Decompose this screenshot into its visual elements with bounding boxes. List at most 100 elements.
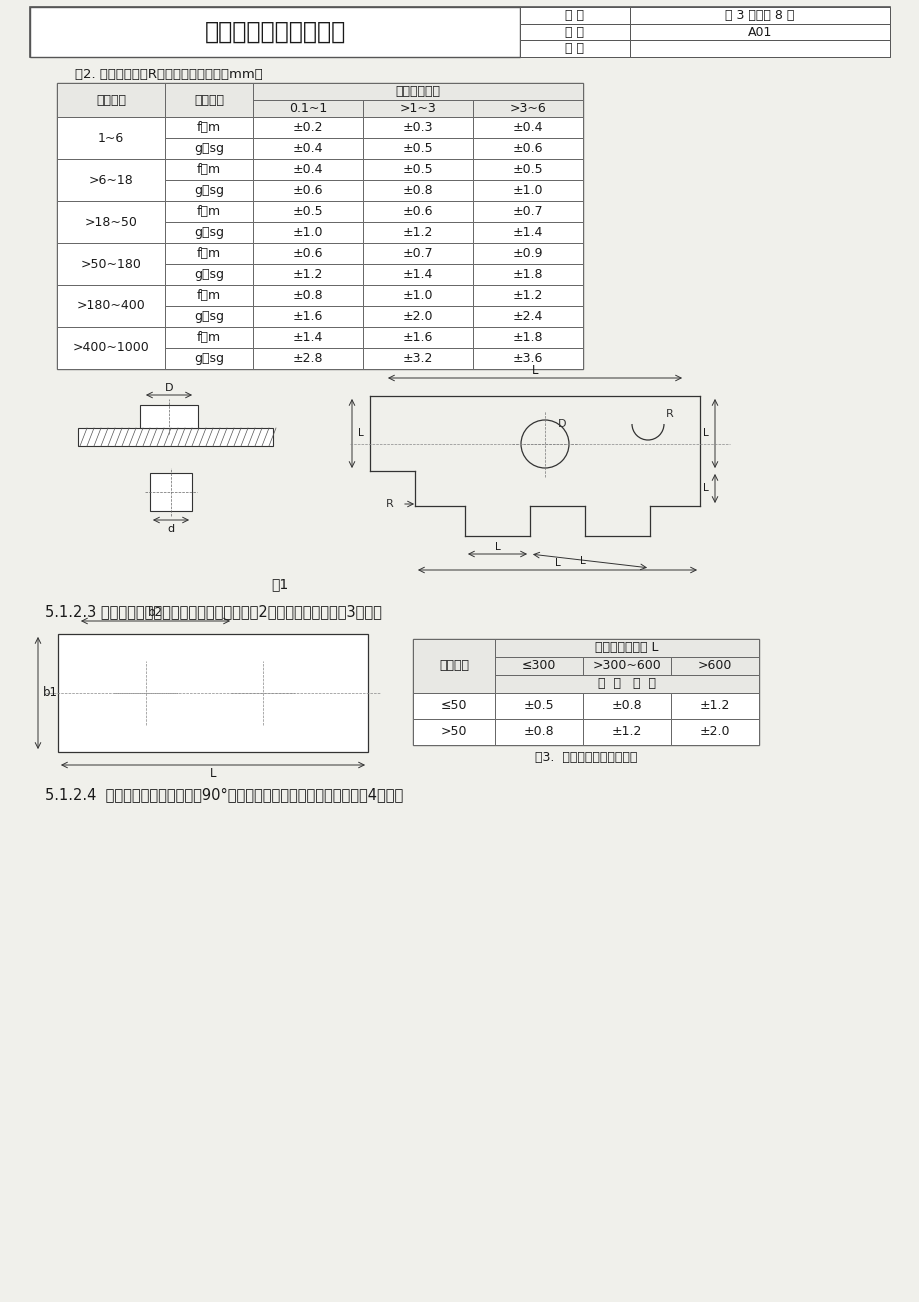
Text: 编 号: 编 号 <box>565 42 584 55</box>
Bar <box>630 40 889 57</box>
Bar <box>165 223 253 243</box>
Bar <box>413 639 758 745</box>
Text: ±1.8: ±1.8 <box>512 331 542 344</box>
Text: 表3.  带、型材孔边距极限差: 表3. 带、型材孔边距极限差 <box>534 751 637 764</box>
Text: L: L <box>531 365 538 378</box>
Bar <box>413 693 494 719</box>
Text: 零件的最大长度 L: 零件的最大长度 L <box>595 642 658 655</box>
Text: 0.1~1: 0.1~1 <box>289 102 327 115</box>
Text: 5.1.2.4  冲裁件角度（包括未注明90°和等多边形的角度）的极限偏差按表4规定。: 5.1.2.4 冲裁件角度（包括未注明90°和等多边形的角度）的极限偏差按表4规… <box>45 786 403 802</box>
Bar <box>583 693 670 719</box>
Bar <box>150 473 192 510</box>
Bar <box>472 327 583 348</box>
Text: ±1.0: ±1.0 <box>292 227 323 240</box>
Text: ±0.8: ±0.8 <box>292 289 323 302</box>
Bar <box>253 223 363 243</box>
Text: ±1.2: ±1.2 <box>403 227 433 240</box>
Text: ≤50: ≤50 <box>440 699 467 712</box>
Text: ±1.6: ±1.6 <box>403 331 433 344</box>
Text: ±0.5: ±0.5 <box>292 204 323 217</box>
Bar <box>165 285 253 306</box>
Text: >18~50: >18~50 <box>85 216 137 228</box>
Bar <box>363 159 472 180</box>
Text: g，sg: g，sg <box>194 268 223 281</box>
Bar <box>253 285 363 306</box>
Bar <box>363 348 472 368</box>
Bar <box>413 719 494 745</box>
Text: ±0.5: ±0.5 <box>403 142 433 155</box>
Bar <box>165 180 253 201</box>
Text: L: L <box>702 483 709 493</box>
Bar <box>57 83 583 368</box>
Bar <box>363 180 472 201</box>
Text: 5.1.2.3 用带料、扁钢、角钢等型材冲孔边距（图2）的极限偏差，按表3规定。: 5.1.2.3 用带料、扁钢、角钢等型材冲孔边距（图2）的极限偏差，按表3规定。 <box>45 604 381 618</box>
Text: ±1.2: ±1.2 <box>292 268 323 281</box>
Bar <box>583 658 670 674</box>
Text: ±0.8: ±0.8 <box>523 725 554 738</box>
Text: ±2.0: ±2.0 <box>403 310 433 323</box>
Text: ±0.9: ±0.9 <box>512 247 542 260</box>
Bar <box>472 348 583 368</box>
Text: g，sg: g，sg <box>194 227 223 240</box>
Text: ±1.4: ±1.4 <box>292 331 323 344</box>
Bar <box>472 223 583 243</box>
Bar <box>363 223 472 243</box>
Text: ±0.6: ±0.6 <box>292 247 323 260</box>
Text: R: R <box>386 499 393 509</box>
Bar <box>363 100 472 117</box>
Text: D: D <box>557 419 565 428</box>
Text: g，sg: g，sg <box>194 142 223 155</box>
Bar <box>583 719 670 745</box>
Bar <box>630 23 889 40</box>
Text: ±0.8: ±0.8 <box>611 699 641 712</box>
Bar <box>494 674 758 693</box>
Text: 公差等级: 公差等级 <box>194 94 223 107</box>
Bar <box>519 7 630 23</box>
Bar <box>165 348 253 368</box>
Bar <box>78 428 273 447</box>
Bar <box>670 719 758 745</box>
Text: L: L <box>210 767 216 780</box>
Bar <box>30 7 889 57</box>
Text: ±0.6: ±0.6 <box>403 204 433 217</box>
Bar <box>253 201 363 223</box>
Bar <box>494 693 583 719</box>
Text: 基本尺寸: 基本尺寸 <box>96 94 126 107</box>
Text: ±1.2: ±1.2 <box>611 725 641 738</box>
Text: ±2.4: ±2.4 <box>512 310 542 323</box>
Bar <box>494 639 758 658</box>
Bar <box>253 348 363 368</box>
Bar <box>363 285 472 306</box>
Bar <box>472 243 583 264</box>
Text: ±0.6: ±0.6 <box>292 184 323 197</box>
Text: L: L <box>357 428 364 439</box>
Text: ±1.8: ±1.8 <box>512 268 542 281</box>
Text: ±0.5: ±0.5 <box>512 163 543 176</box>
Text: 基本尺寸: 基本尺寸 <box>438 660 469 673</box>
Text: A01: A01 <box>747 26 771 39</box>
Text: R: R <box>665 409 673 419</box>
Bar <box>165 159 253 180</box>
Text: D: D <box>165 383 173 393</box>
Text: >6~18: >6~18 <box>88 173 133 186</box>
Bar <box>472 138 583 159</box>
Bar <box>165 306 253 327</box>
Bar <box>363 243 472 264</box>
Bar <box>165 117 253 138</box>
Text: >1~3: >1~3 <box>399 102 436 115</box>
Text: L: L <box>494 542 500 552</box>
Text: 未注尺寸公差技术规范: 未注尺寸公差技术规范 <box>204 20 346 44</box>
Text: 版 本: 版 本 <box>565 26 584 39</box>
Text: ±0.8: ±0.8 <box>403 184 433 197</box>
Bar <box>363 264 472 285</box>
Text: d: d <box>167 523 175 534</box>
Bar <box>363 117 472 138</box>
Text: >600: >600 <box>697 660 732 673</box>
Text: ≤300: ≤300 <box>521 660 556 673</box>
Text: ±1.0: ±1.0 <box>403 289 433 302</box>
Text: ±1.6: ±1.6 <box>292 310 323 323</box>
Text: b1: b1 <box>42 686 57 699</box>
Text: >400~1000: >400~1000 <box>73 341 149 354</box>
Text: f，m: f，m <box>197 163 221 176</box>
Text: ±1.4: ±1.4 <box>403 268 433 281</box>
